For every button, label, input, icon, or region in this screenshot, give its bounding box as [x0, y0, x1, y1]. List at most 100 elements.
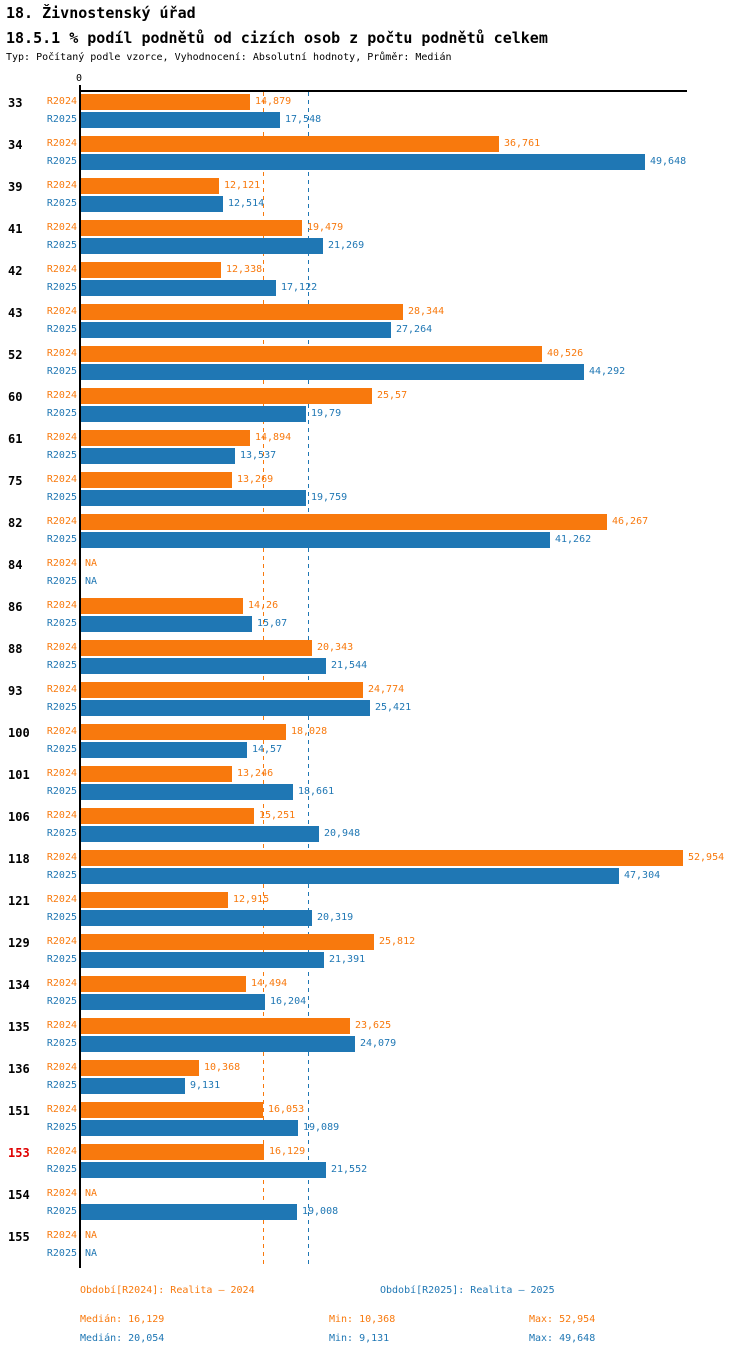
category-row: 39 R2024 12,121 R2025 12,514	[0, 178, 750, 220]
bar-row-r2025: R2025 12,514	[0, 196, 750, 212]
bar-r2025	[81, 112, 280, 128]
bar-r2024	[81, 514, 607, 530]
category-label: 129	[8, 936, 30, 950]
series-label-r2025: R2025	[46, 954, 77, 965]
bar-value-label: 20,948	[324, 828, 361, 839]
bar-chart: 0 33 R2024 14,879 R2025 17,548 34 R2024 36,761 R…	[0, 73, 750, 1268]
legend-max-r2024: Max: 52,954	[529, 1314, 596, 1325]
bar-value-label: 17,548	[285, 114, 322, 125]
bar-row-r2025: R2025 15,07	[0, 616, 750, 632]
category-row: 41 R2024 19,479 R2025 21,269	[0, 220, 750, 262]
category-label: 60	[8, 390, 23, 404]
category-label: 52	[8, 348, 23, 362]
bar-value-label: 21,552	[331, 1164, 368, 1175]
bar-value-label: 25,57	[377, 390, 408, 401]
category-row: 60 R2024 25,57 R2025 19,79	[0, 388, 750, 430]
legend-median-r2025: Medián: 20,054	[80, 1333, 165, 1344]
bar-r2025	[81, 1162, 326, 1178]
bar-value-label: 16,129	[269, 1146, 306, 1157]
bar-r2024	[81, 850, 683, 866]
bar-r2024	[81, 472, 232, 488]
category-label: 75	[8, 474, 23, 488]
bar-row-r2024: R2024 25,57	[0, 388, 750, 404]
category-row: 42 R2024 12,338 R2025 17,122	[0, 262, 750, 304]
bar-row-r2024: R2024 12,915	[0, 892, 750, 908]
bar-na-label: NA	[85, 1248, 98, 1259]
bar-row-r2024: R2024 14,894	[0, 430, 750, 446]
series-label-r2024: R2024	[46, 474, 77, 485]
bar-row-r2024: R2024 13,246	[0, 766, 750, 782]
chart-title: 18.5.1 % podíl podnětů od cizích osob z …	[6, 29, 548, 47]
series-label-r2024: R2024	[46, 768, 77, 779]
bar-row-r2025: R2025 25,421	[0, 700, 750, 716]
bar-value-label: 25,421	[375, 702, 412, 713]
series-label-r2025: R2025	[46, 1206, 77, 1217]
bar-r2024	[81, 976, 246, 992]
category-label: 82	[8, 516, 23, 530]
bar-row-r2025: R2025 21,269	[0, 238, 750, 254]
series-label-r2024: R2024	[46, 642, 77, 653]
bar-value-label: 19,79	[311, 408, 342, 419]
bar-row-r2024: R2024 40,526	[0, 346, 750, 362]
bar-value-label: 19,008	[302, 1206, 339, 1217]
bar-row-r2024: R2024 36,761	[0, 136, 750, 152]
bar-row-r2024: R2024 20,343	[0, 640, 750, 656]
page-title: 18. Živnostenský úřad	[6, 4, 196, 22]
bar-row-r2025: R2025 41,262	[0, 532, 750, 548]
series-label-r2024: R2024	[46, 852, 77, 863]
category-row: 135 R2024 23,625 R2025 24,079	[0, 1018, 750, 1060]
bar-r2024	[81, 388, 372, 404]
category-row: 118 R2024 52,954 R2025 47,304	[0, 850, 750, 892]
series-label-r2024: R2024	[46, 432, 77, 443]
category-row: 84 R2024 NA R2025 NA	[0, 556, 750, 598]
bar-row-r2024: R2024 NA	[0, 556, 750, 572]
bar-row-r2025: R2025 27,264	[0, 322, 750, 338]
bar-value-label: 15,251	[259, 810, 296, 821]
series-label-r2024: R2024	[46, 180, 77, 191]
series-label-r2024: R2024	[46, 810, 77, 821]
category-row: 82 R2024 46,267 R2025 41,262	[0, 514, 750, 556]
bar-row-r2024: R2024 14,879	[0, 94, 750, 110]
category-row: 154 R2024 NA R2025 19,008	[0, 1186, 750, 1228]
series-label-r2024: R2024	[46, 936, 77, 947]
bar-value-label: 40,526	[547, 348, 584, 359]
bar-row-r2025: R2025 49,648	[0, 154, 750, 170]
bar-row-r2025: R2025 20,948	[0, 826, 750, 842]
series-label-r2024: R2024	[46, 1188, 77, 1199]
bar-value-label: 44,292	[589, 366, 626, 377]
bar-value-label: 14,26	[248, 600, 279, 611]
category-row: 33 R2024 14,879 R2025 17,548	[0, 94, 750, 136]
bar-row-r2025: R2025 24,079	[0, 1036, 750, 1052]
series-label-r2024: R2024	[46, 978, 77, 989]
category-row: 151 R2024 16,053 R2025 19,089	[0, 1102, 750, 1144]
bar-r2024	[81, 346, 542, 362]
bar-r2025	[81, 364, 584, 380]
series-label-r2025: R2025	[46, 408, 77, 419]
bar-r2024	[81, 1018, 350, 1034]
bar-value-label: 20,319	[317, 912, 354, 923]
x-axis-line	[79, 90, 687, 92]
bar-value-label: 27,264	[396, 324, 433, 335]
bar-value-label: 25,812	[379, 936, 416, 947]
bar-r2024	[81, 724, 286, 740]
series-label-r2025: R2025	[46, 702, 77, 713]
series-label-r2025: R2025	[46, 1038, 77, 1049]
bar-r2025	[81, 1120, 298, 1136]
series-label-r2024: R2024	[46, 1230, 77, 1241]
series-label-r2025: R2025	[46, 1248, 77, 1259]
category-row: 61 R2024 14,894 R2025 13,537	[0, 430, 750, 472]
bar-value-label: 19,089	[303, 1122, 340, 1133]
bar-row-r2025: R2025 44,292	[0, 364, 750, 380]
category-row: 106 R2024 15,251 R2025 20,948	[0, 808, 750, 850]
bar-value-label: 46,267	[612, 516, 649, 527]
bar-row-r2024: R2024 52,954	[0, 850, 750, 866]
series-label-r2025: R2025	[46, 1122, 77, 1133]
bar-row-r2025: R2025 21,552	[0, 1162, 750, 1178]
series-label-r2025: R2025	[46, 1164, 77, 1175]
bar-row-r2025: R2025 19,089	[0, 1120, 750, 1136]
bar-value-label: 18,661	[298, 786, 335, 797]
bar-row-r2025: R2025 13,537	[0, 448, 750, 464]
axis-zero-label: 0	[76, 73, 83, 84]
bar-row-r2025: R2025 NA	[0, 574, 750, 590]
series-label-r2025: R2025	[46, 534, 77, 545]
